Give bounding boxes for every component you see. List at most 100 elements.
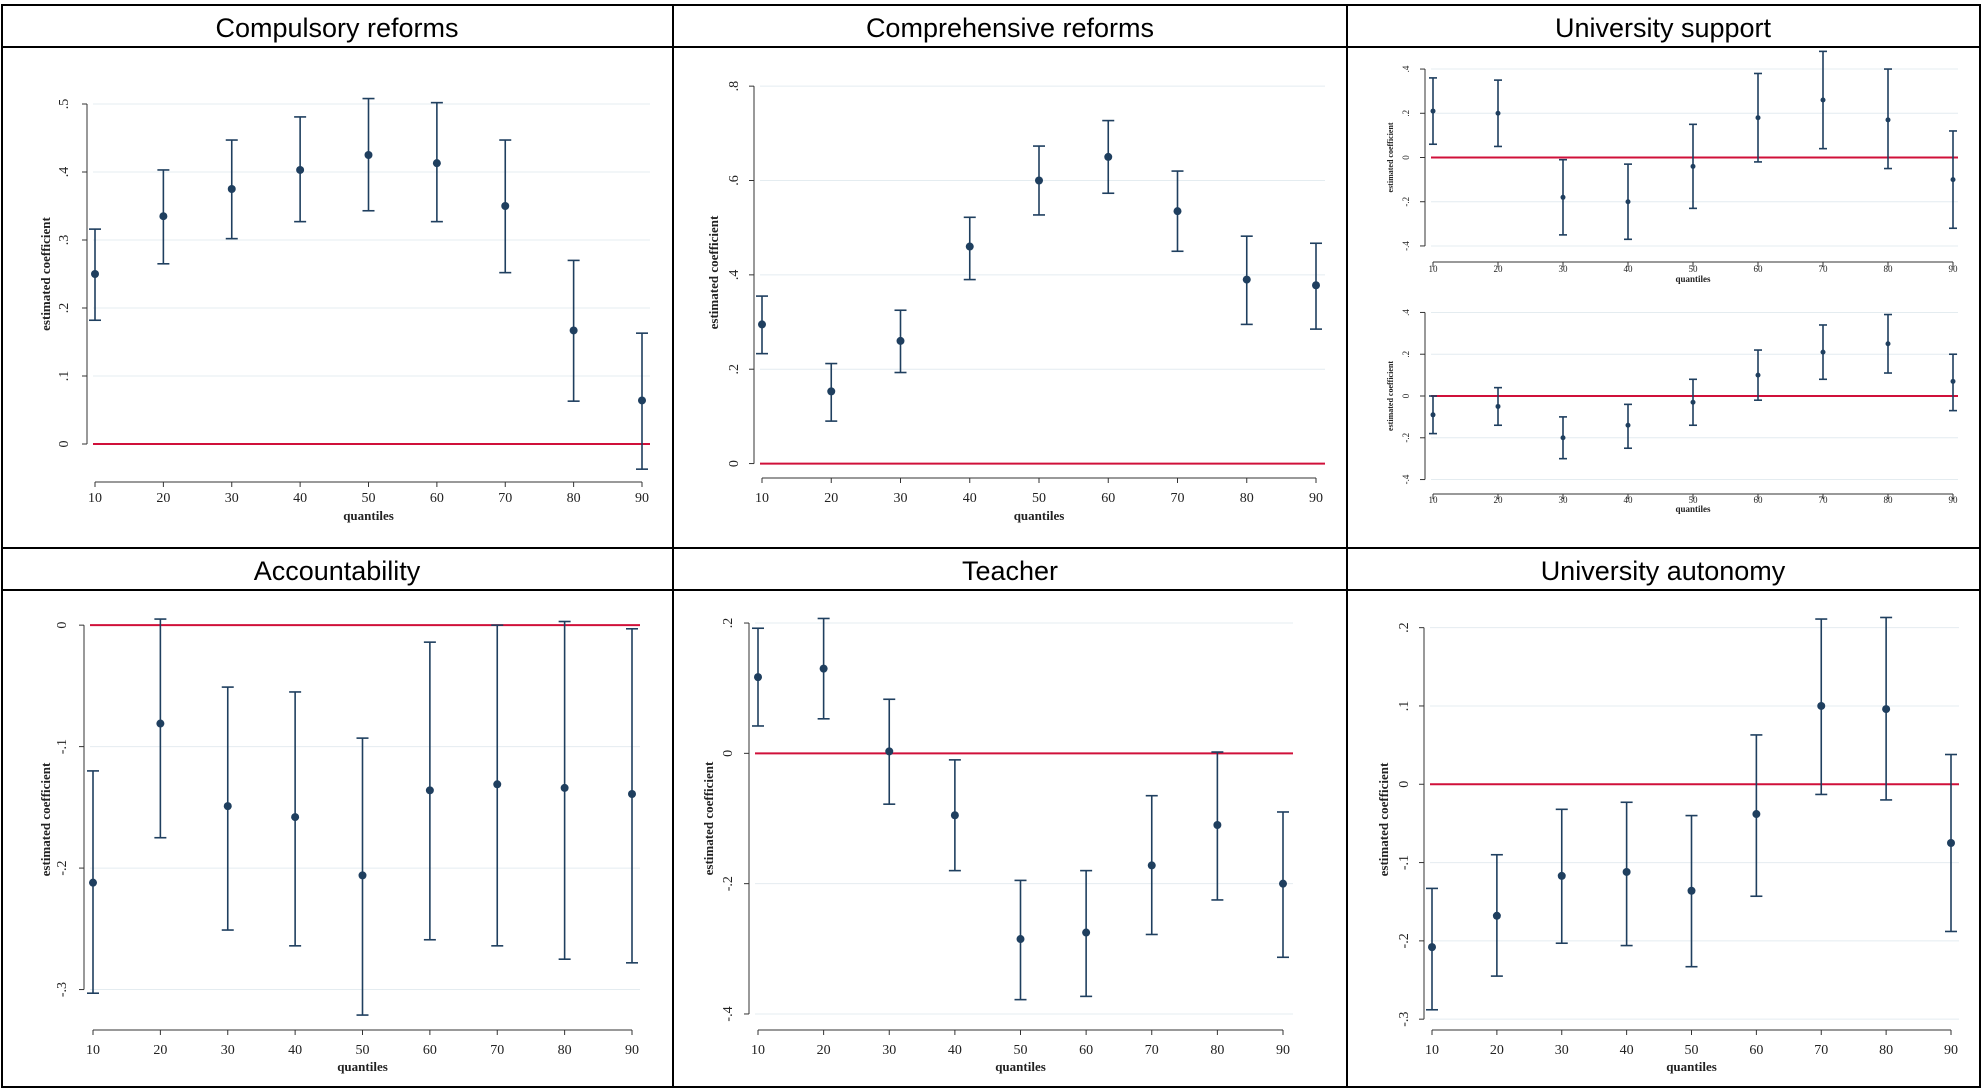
x-tick-label: 40 [293,491,307,506]
data-point [1950,177,1956,183]
data-point [1104,152,1113,161]
x-tick-label: 50 [1014,1043,1028,1058]
panel-title-teacher: Teacher [962,556,1058,586]
x-tick-label: 30 [1559,495,1569,505]
data-point [1173,207,1182,216]
y-tick-label: -.1 [1397,855,1412,870]
x-tick-label: 90 [635,491,649,506]
y-axis-label: estimated coefficient [1386,361,1395,431]
x-tick-label: 10 [88,491,102,506]
data-point [1557,871,1566,880]
y-axis-label: estimated coefficient [1386,122,1395,192]
x-tick-label: 50 [1689,495,1699,505]
y-tick-label: -.1 [55,739,70,754]
x-tick-label: 40 [963,491,977,506]
chart-comprehensive-reforms: 0 .2 .4 .6 .8 10 20 30 40 50 60 70 80 90 quantiles esti… [706,81,1325,523]
data-point [1147,861,1156,870]
x-tick-label: 40 [288,1043,302,1058]
data-point [638,396,646,405]
x-axis-label: quantiles [337,1059,388,1074]
x-tick-label: 10 [1429,264,1439,274]
x-tick-label: 10 [86,1043,100,1058]
chart-university-support-top: -.4 -.2 0 .2 .4 10 20 30 40 50 60 70 80 90 quantiles es… [1386,50,1959,284]
y-tick-label: -.2 [1397,933,1412,948]
x-tick-label: 60 [1754,264,1764,274]
x-tick-label: 30 [1559,264,1569,274]
x-tick-label: 30 [1555,1043,1569,1058]
data-point [827,387,836,396]
chart-compulsory-reforms: 0 .1 .2 .3 .4 .5 10 20 30 40 50 60 70 80 90 quantiles es… [38,97,650,523]
chart-teacher: -.4 -.2 0 .2 10 20 30 40 50 60 70 80 90 quantiles esti… [701,617,1293,1074]
x-tick-label: 90 [1949,264,1959,274]
x-tick-label: 20 [153,1043,167,1058]
data-point [1820,349,1826,355]
x-tick-label: 10 [1425,1043,1439,1058]
y-tick-label: -.4 [721,1006,736,1021]
data-point [227,185,236,193]
y-tick-label: .1 [1397,701,1412,712]
x-tick-label: 40 [1624,495,1634,505]
x-tick-label: 50 [1689,264,1699,274]
x-axis-label: quantiles [1675,504,1711,514]
data-point [296,165,305,174]
data-point [1035,176,1043,185]
x-tick-label: 60 [1754,495,1764,505]
y-tick-label: -.4 [1401,474,1411,484]
x-tick-label: 30 [221,1043,235,1058]
data-point [1947,838,1955,847]
x-tick-label: 80 [1240,491,1254,506]
x-tick-label: 20 [817,1043,831,1058]
data-point [1495,110,1501,116]
data-point [1242,275,1251,284]
data-point [1428,943,1436,952]
x-tick-label: 70 [498,491,512,506]
x-tick-label: 60 [1749,1043,1763,1058]
panel-title-comprehensive: Comprehensive reforms [866,13,1154,43]
data-point [1082,928,1091,937]
x-tick-label: 60 [430,491,444,506]
x-tick-label: 20 [1494,264,1504,274]
y-tick-label: .5 [57,99,72,110]
data-point [501,202,510,210]
y-tick-label: 0 [1401,393,1411,398]
x-tick-label: 90 [1276,1043,1290,1058]
chart-university-support-bottom: -.4 -.2 0 .2 .4 10 20 30 40 50 60 70 80 90 quantiles es… [1386,309,1958,514]
data-point [819,664,828,673]
y-tick-label: -.3 [1397,1012,1412,1027]
y-tick-label: -.2 [721,876,736,891]
y-axis-label: estimated coefficient [38,762,53,876]
y-tick-label: .2 [1401,351,1411,358]
y-tick-label: .4 [1401,65,1411,72]
data-point [1279,879,1287,888]
x-tick-label: 60 [1079,1043,1093,1058]
data-point [159,212,168,221]
data-point [885,747,894,756]
x-tick-label: 90 [1944,1043,1958,1058]
data-point [291,813,300,822]
x-tick-label: 50 [362,491,376,506]
y-tick-label: -.2 [1401,197,1411,207]
data-point [896,336,905,345]
data-point [1752,810,1761,819]
data-point [1690,163,1696,169]
data-point [1560,194,1566,200]
data-point [1622,867,1631,876]
x-tick-label: 50 [1685,1043,1699,1058]
y-axis-label: estimated coefficient [38,216,53,330]
x-tick-label: 70 [1145,1043,1159,1058]
data-point [965,242,974,251]
x-axis-label: quantiles [1666,1059,1717,1074]
x-tick-label: 40 [1624,264,1634,274]
x-tick-label: 70 [1171,491,1185,506]
x-tick-label: 90 [1309,491,1323,506]
data-point [1625,422,1631,428]
data-point [1495,403,1501,409]
y-tick-label: .4 [57,167,72,178]
data-point [1817,701,1826,710]
x-tick-label: 10 [751,1043,765,1058]
data-point [1312,281,1320,290]
data-point [358,871,367,880]
y-tick-label: .2 [721,618,736,629]
panel-title-university-support: University support [1555,13,1772,43]
